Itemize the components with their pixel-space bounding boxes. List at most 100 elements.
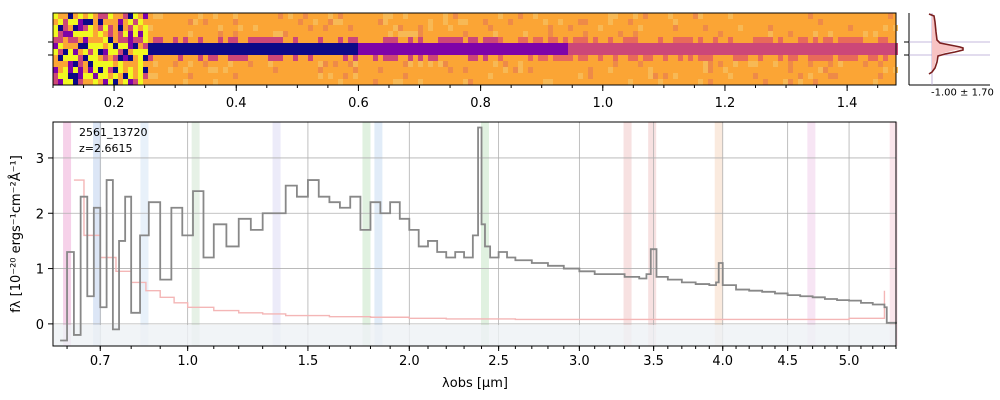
spectrum-2d-cell xyxy=(383,55,388,61)
spectrum-2d-cell xyxy=(873,43,878,49)
spectrum-2d-cell xyxy=(338,19,343,25)
spectrum-2d-cell xyxy=(233,31,238,37)
spectrum-2d-cell xyxy=(323,43,328,49)
spectrum-2d-cell xyxy=(723,67,728,73)
spectrum-2d-cell xyxy=(193,49,198,55)
spectrum-2d-cell xyxy=(233,49,238,55)
spectrum-2d-cell xyxy=(498,37,503,43)
spectrum-2d-cell xyxy=(278,55,283,61)
spectrum-2d-cell xyxy=(188,31,193,37)
spectrum-2d-cell xyxy=(783,79,788,85)
spectrum-2d-cell xyxy=(83,73,88,79)
spectrum-2d-cell xyxy=(843,37,848,43)
spectrum-2d-cell xyxy=(633,43,638,49)
spectrum-2d-cell xyxy=(443,49,448,55)
spectrum-2d-cell xyxy=(98,73,103,79)
spectrum-2d-cell xyxy=(198,43,203,49)
spectrum-2d-cell xyxy=(108,61,113,67)
spectrum-1d-frame xyxy=(52,121,897,347)
spectrum-2d-cell xyxy=(408,61,413,67)
spectrum-2d-cell xyxy=(718,49,723,55)
spectrum-2d-cell xyxy=(233,37,238,43)
y-tick-label: 3 xyxy=(36,152,44,167)
spectrum-2d-cell xyxy=(583,31,588,37)
spectrum-2d-cell xyxy=(853,49,858,55)
spectrum-2d-cell xyxy=(288,49,293,55)
spectrum-2d-cell xyxy=(458,43,463,49)
emission-line-band xyxy=(191,122,200,346)
spectrum-2d-cell xyxy=(123,31,128,37)
spectrum-2d-cell xyxy=(308,25,313,31)
spectrum-2d-cell xyxy=(618,49,623,55)
zero-band xyxy=(54,325,896,346)
spectrum-2d-cell xyxy=(78,61,83,67)
spectrum-2d-cell xyxy=(353,61,358,67)
spectrum-2d-cell xyxy=(823,43,828,49)
spectrum-2d-cell xyxy=(513,67,518,73)
spectrum-2d-cell xyxy=(73,49,78,55)
spectrum-2d-cell xyxy=(758,49,763,55)
spectrum-2d-cell xyxy=(473,37,478,43)
spectrum-2d-cell xyxy=(68,49,73,55)
spectrum-2d-cell xyxy=(513,49,518,55)
spectrum-2d-cell xyxy=(238,25,243,31)
spectrum-2d-cell xyxy=(833,43,838,49)
spectrum-2d-cell xyxy=(288,43,293,49)
spectrum-2d-cell xyxy=(438,43,443,49)
spectrum-2d-cell xyxy=(328,13,333,19)
spectrum-2d-cell xyxy=(778,55,783,61)
spectrum-2d-cell xyxy=(563,55,568,61)
spectrum-2d-cell xyxy=(383,13,388,19)
emission-line-band xyxy=(623,122,632,346)
spectrum-2d-cell xyxy=(693,13,698,19)
spectrum-2d-cell xyxy=(213,79,218,85)
spectrum-2d-cell xyxy=(198,55,203,61)
spectrum-2d-cell xyxy=(793,49,798,55)
spectrum-2d-cell xyxy=(253,49,258,55)
spectrum-2d-cell xyxy=(343,55,348,61)
spectrum-2d-cell xyxy=(208,67,213,73)
spectrum-2d-cell xyxy=(558,19,563,25)
spectrum-2d-cell xyxy=(238,55,243,61)
spectrum-2d-cell xyxy=(148,43,153,49)
spectrum-2d-cell xyxy=(88,61,93,67)
spectrum-2d-cell xyxy=(503,61,508,67)
object-id: 2561_13720 xyxy=(79,126,148,139)
spectrum-2d-cell xyxy=(83,49,88,55)
spectrum-2d-cell xyxy=(718,31,723,37)
spectrum-2d-cell xyxy=(848,43,853,49)
spectrum-2d-cell xyxy=(573,37,578,43)
spectrum-2d-cell xyxy=(233,19,238,25)
spectrum-2d-cell xyxy=(443,37,448,43)
spectrum-2d-cell xyxy=(558,43,563,49)
spectrum-2d-cell xyxy=(118,43,123,49)
spectrum-2d-cell xyxy=(483,49,488,55)
spectrum-2d-cell xyxy=(128,37,133,43)
spectrum-2d-cell xyxy=(123,37,128,43)
spectrum-2d-cell xyxy=(233,73,238,79)
spectrum-2d-cell xyxy=(58,73,63,79)
spectrum-2d-cell xyxy=(128,79,133,85)
spectrum-2d-cell xyxy=(828,73,833,79)
spectrum-2d-cell xyxy=(688,55,693,61)
spectrum-2d-cell xyxy=(393,37,398,43)
spectrum-2d-cell xyxy=(753,61,758,67)
spectrum-2d-cell xyxy=(443,61,448,67)
spectrum-2d-cell xyxy=(433,49,438,55)
spectrum-2d-cell xyxy=(263,37,268,43)
spectrum-2d-cell xyxy=(433,55,438,61)
spectrum-2d-cell xyxy=(133,43,138,49)
spectrum-2d-cell xyxy=(373,55,378,61)
spectrum-2d-cell xyxy=(783,43,788,49)
spectrum-2d-cell xyxy=(68,19,73,25)
spectrum-2d-cell xyxy=(468,79,473,85)
y-tick-label: 1 xyxy=(36,263,44,278)
spectrum-2d-cell xyxy=(788,43,793,49)
spectrum-2d-cell xyxy=(443,13,448,19)
spectrum-2d-cell xyxy=(163,43,168,49)
spectrum-2d-cell xyxy=(218,49,223,55)
spectrum-2d-cell xyxy=(733,49,738,55)
spectrum-2d-panel: 0.2 0.4 0.6 0.8 1.0 1.2 1.4 xyxy=(48,12,898,111)
spectrum-2d-cell xyxy=(253,37,258,43)
spectrum-2d-cell xyxy=(403,49,408,55)
